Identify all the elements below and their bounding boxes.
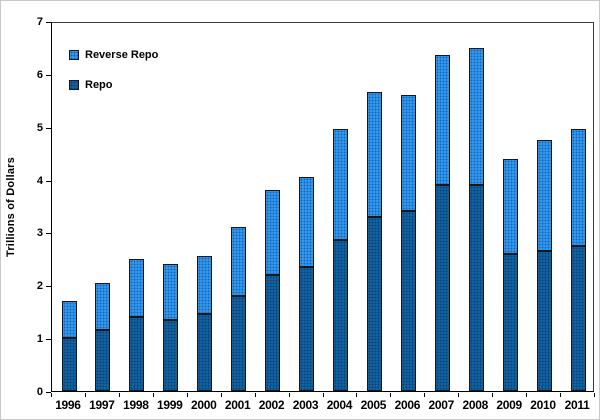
bar-repo-2001 xyxy=(231,295,247,391)
legend-swatch-repo xyxy=(69,80,79,90)
x-tick-mark xyxy=(560,393,562,397)
bar-repo-2005 xyxy=(366,216,382,391)
x-tick-label-1996: 1996 xyxy=(55,398,81,412)
y-tick-label-1: 1 xyxy=(36,333,43,346)
legend-label-repo: Repo xyxy=(85,79,113,91)
bar-repo-2000 xyxy=(197,314,213,391)
x-tick-mark xyxy=(84,393,86,397)
x-tick-mark xyxy=(356,393,358,397)
x-tick-label-1998: 1998 xyxy=(123,398,149,412)
x-tick-mark xyxy=(288,393,290,397)
y-tick-label-4: 4 xyxy=(36,174,43,187)
y-tick-mark xyxy=(46,392,51,393)
bar-repo-1998 xyxy=(129,317,145,391)
x-tick-mark xyxy=(220,393,222,397)
bar-reverse-repo-2002 xyxy=(265,190,281,275)
bar-reverse-repo-1997 xyxy=(95,282,111,331)
x-tick-mark xyxy=(458,393,460,397)
x-tick-label-2004: 2004 xyxy=(326,398,353,412)
bar-reverse-repo-2007 xyxy=(434,55,450,185)
x-tick-mark xyxy=(186,393,188,397)
bar-reverse-repo-2010 xyxy=(536,139,552,251)
x-tick-mark xyxy=(594,393,595,397)
y-tick-label-0: 0 xyxy=(36,386,43,398)
bar-reverse-repo-1996 xyxy=(61,301,77,339)
x-tick-mark xyxy=(492,393,494,397)
x-tick-label-2000: 2000 xyxy=(190,398,217,412)
legend-label-reverse-repo: Reverse Repo xyxy=(85,49,159,61)
bar-repo-2006 xyxy=(400,211,416,391)
x-tick-mark xyxy=(152,393,154,397)
x-tick-label-2003: 2003 xyxy=(292,398,319,412)
x-tick-label-1999: 1999 xyxy=(156,398,183,412)
bar-repo-2010 xyxy=(536,250,552,391)
x-tick-label-2006: 2006 xyxy=(394,398,421,412)
y-tick-mark xyxy=(46,233,51,235)
plot-area: Reverse Repo Repo xyxy=(51,22,594,392)
bar-repo-2004 xyxy=(333,240,348,391)
legend-item-repo: Repo xyxy=(69,79,158,91)
bar-reverse-repo-2001 xyxy=(231,227,247,296)
x-tick-mark xyxy=(390,393,392,397)
x-tick-label-2008: 2008 xyxy=(462,398,488,412)
y-tick-label-6: 6 xyxy=(36,68,43,81)
x-tick-mark xyxy=(424,393,426,397)
x-tick-label-2005: 2005 xyxy=(360,398,387,412)
x-tick-mark xyxy=(51,393,52,397)
bar-repo-1996 xyxy=(61,338,77,391)
bar-reverse-repo-2009 xyxy=(502,158,518,254)
bar-repo-2002 xyxy=(265,274,281,391)
y-tick-mark xyxy=(46,22,51,23)
y-tick-label-5: 5 xyxy=(36,121,43,134)
x-tick-label-2010: 2010 xyxy=(530,398,556,412)
x-tick-mark xyxy=(254,393,256,397)
x-tick-label-2002: 2002 xyxy=(258,398,285,412)
x-tick-mark xyxy=(526,393,528,397)
bar-repo-2011 xyxy=(570,245,586,391)
y-tick-mark xyxy=(46,127,51,129)
bar-reverse-repo-2004 xyxy=(333,129,348,241)
bar-reverse-repo-2006 xyxy=(400,95,416,212)
bar-reverse-repo-2005 xyxy=(366,92,382,217)
x-tick-mark xyxy=(118,393,120,397)
y-tick-label-3: 3 xyxy=(36,227,43,240)
y-tick-label-7: 7 xyxy=(36,16,43,28)
y-tick-mark xyxy=(46,339,51,341)
x-tick-label-2011: 2011 xyxy=(564,398,590,412)
legend: Reverse Repo Repo xyxy=(69,49,158,109)
bar-repo-2003 xyxy=(299,266,314,391)
y-tick-mark xyxy=(46,180,51,182)
bar-reverse-repo-1998 xyxy=(129,258,145,317)
y-tick-mark xyxy=(46,286,51,288)
x-tick-label-1997: 1997 xyxy=(89,398,115,412)
legend-swatch-reverse-repo xyxy=(69,50,79,60)
x-tick-label-2009: 2009 xyxy=(496,398,522,412)
x-tick-label-2007: 2007 xyxy=(428,398,454,412)
x-tick-mark xyxy=(322,393,324,397)
y-tick-mark xyxy=(46,74,51,76)
bar-reverse-repo-2011 xyxy=(570,129,586,246)
y-axis-title: Trillions of Dollars xyxy=(5,157,17,257)
legend-item-reverse-repo: Reverse Repo xyxy=(69,49,158,61)
x-tick-label-2001: 2001 xyxy=(224,398,251,412)
bar-repo-1999 xyxy=(163,319,179,391)
bar-repo-1997 xyxy=(95,330,111,391)
bar-repo-2009 xyxy=(502,253,518,391)
bar-reverse-repo-2000 xyxy=(197,256,213,315)
bar-repo-2007 xyxy=(434,184,450,391)
bar-reverse-repo-2008 xyxy=(468,47,484,185)
bar-repo-2008 xyxy=(468,184,484,391)
bar-reverse-repo-1999 xyxy=(163,264,179,320)
bar-reverse-repo-2003 xyxy=(299,176,314,267)
y-tick-label-2: 2 xyxy=(36,280,43,293)
